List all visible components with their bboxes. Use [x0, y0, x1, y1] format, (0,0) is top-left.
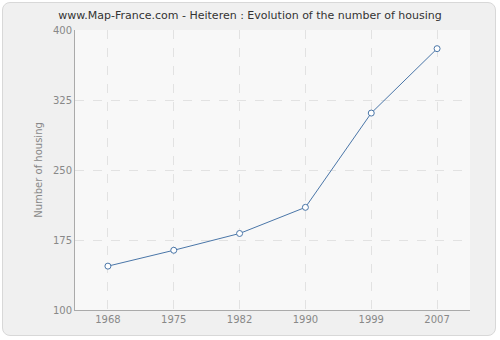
- svg-text:1982: 1982: [227, 314, 252, 325]
- svg-text:1968: 1968: [95, 314, 120, 325]
- svg-text:2007: 2007: [424, 314, 449, 325]
- svg-text:www.Map-France.com - Heiteren: www.Map-France.com - Heiteren : Evolutio…: [58, 9, 441, 22]
- svg-text:250: 250: [53, 165, 72, 176]
- svg-text:1990: 1990: [293, 314, 318, 325]
- svg-text:400: 400: [53, 25, 72, 36]
- svg-text:325: 325: [53, 95, 72, 106]
- svg-text:100: 100: [53, 305, 72, 316]
- svg-text:1975: 1975: [161, 314, 186, 325]
- svg-text:1999: 1999: [359, 314, 384, 325]
- svg-text:Number of housing: Number of housing: [33, 122, 44, 218]
- svg-text:175: 175: [53, 235, 72, 246]
